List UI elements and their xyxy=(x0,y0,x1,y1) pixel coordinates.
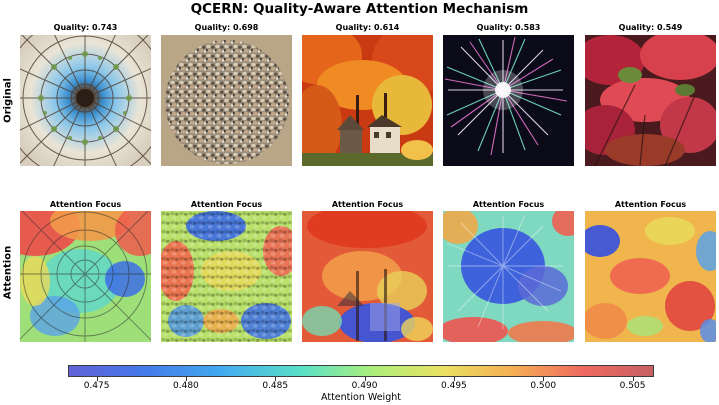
quality-label-2: Quality: 0.698 xyxy=(194,23,259,32)
attention-map-4 xyxy=(443,211,574,342)
original-image-5-red-foliage xyxy=(585,35,716,166)
original-image-3-autumn-house xyxy=(302,35,433,166)
colorbar-tick-label: 0.505 xyxy=(619,381,646,391)
colorbar-tick xyxy=(185,377,187,381)
colorbar-tick xyxy=(543,377,545,381)
quality-label-5: Quality: 0.549 xyxy=(618,23,683,32)
colorbar-tick xyxy=(632,377,634,381)
attention-title-1: Attention Focus xyxy=(49,200,122,209)
row-label-original: Original xyxy=(2,78,14,123)
attention-map-1 xyxy=(20,211,151,342)
figure-title: QCERN: Quality-Aware Attention Mechanism xyxy=(190,1,529,17)
quality-label-3: Quality: 0.614 xyxy=(335,23,400,32)
attention-title-4: Attention Focus xyxy=(472,200,545,209)
row-label-attention: Attention xyxy=(2,245,14,300)
colorbar-tick xyxy=(364,377,366,381)
quality-label-1: Quality: 0.743 xyxy=(53,23,118,32)
attention-map-3 xyxy=(302,211,433,342)
colorbar-tick-label: 0.490 xyxy=(351,381,378,391)
colorbar-tick-label: 0.485 xyxy=(262,381,289,391)
original-image-4-fireworks xyxy=(443,35,574,166)
colorbar-tick xyxy=(96,377,98,381)
colorbar-tick xyxy=(453,377,455,381)
attention-map-5 xyxy=(585,211,716,342)
colorbar-tick-label: 0.500 xyxy=(530,381,557,391)
attention-title-2: Attention Focus xyxy=(190,200,263,209)
colorbar-tick-label: 0.495 xyxy=(441,381,467,391)
colorbar xyxy=(68,365,654,377)
original-image-1-dome xyxy=(20,35,151,166)
quality-label-4: Quality: 0.583 xyxy=(476,23,541,32)
attention-map-2 xyxy=(161,211,292,342)
attention-title-3: Attention Focus xyxy=(331,200,404,209)
attention-title-5: Attention Focus xyxy=(614,200,687,209)
colorbar-tick-label: 0.480 xyxy=(173,381,199,391)
original-image-2-pebbles xyxy=(161,35,292,166)
colorbar-label: Attention Weight xyxy=(321,392,401,403)
colorbar-tick-label: 0.475 xyxy=(83,381,110,391)
colorbar-tick xyxy=(275,377,277,381)
